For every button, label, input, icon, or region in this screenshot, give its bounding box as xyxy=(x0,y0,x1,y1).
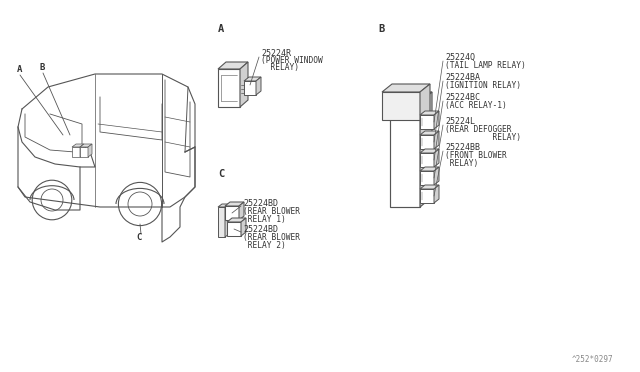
Polygon shape xyxy=(420,111,439,115)
Polygon shape xyxy=(225,206,239,220)
Polygon shape xyxy=(239,202,244,220)
Polygon shape xyxy=(227,222,241,236)
Polygon shape xyxy=(80,147,88,157)
Text: 25224L: 25224L xyxy=(445,117,475,126)
Polygon shape xyxy=(218,69,240,107)
Polygon shape xyxy=(420,153,434,167)
Polygon shape xyxy=(420,167,439,171)
Polygon shape xyxy=(72,144,84,147)
Text: A: A xyxy=(218,24,224,34)
Polygon shape xyxy=(382,92,420,120)
Polygon shape xyxy=(80,144,92,147)
Text: ^252*0297: ^252*0297 xyxy=(572,355,614,364)
Text: 25224BD: 25224BD xyxy=(243,199,278,208)
Polygon shape xyxy=(244,81,256,95)
Polygon shape xyxy=(218,204,229,207)
Polygon shape xyxy=(225,202,244,206)
Text: (REAR BLOWER: (REAR BLOWER xyxy=(243,233,300,242)
Polygon shape xyxy=(434,185,439,203)
Polygon shape xyxy=(390,92,432,102)
Polygon shape xyxy=(434,167,439,185)
Polygon shape xyxy=(420,135,434,149)
Polygon shape xyxy=(420,189,434,203)
Text: (IGNITION RELAY): (IGNITION RELAY) xyxy=(445,81,521,90)
Text: (POWER WINDOW: (POWER WINDOW xyxy=(261,56,323,65)
Polygon shape xyxy=(218,207,225,237)
Polygon shape xyxy=(225,204,229,237)
Polygon shape xyxy=(218,62,248,69)
Polygon shape xyxy=(227,218,246,222)
Polygon shape xyxy=(434,149,439,167)
Text: RELAY): RELAY) xyxy=(445,133,521,142)
Text: B: B xyxy=(378,24,384,34)
Text: (TAIL LAMP RELAY): (TAIL LAMP RELAY) xyxy=(445,61,525,70)
Polygon shape xyxy=(240,62,248,107)
Polygon shape xyxy=(420,149,439,153)
Polygon shape xyxy=(420,131,439,135)
Polygon shape xyxy=(420,84,430,120)
Text: C: C xyxy=(136,233,141,242)
Text: RELAY 2): RELAY 2) xyxy=(243,241,285,250)
Text: 25224BB: 25224BB xyxy=(445,143,480,152)
Polygon shape xyxy=(80,144,84,157)
Text: C: C xyxy=(218,169,224,179)
Text: (REAR BLOWER: (REAR BLOWER xyxy=(243,207,300,216)
Text: RELAY): RELAY) xyxy=(261,63,299,72)
Text: A: A xyxy=(17,65,22,74)
Polygon shape xyxy=(420,171,434,185)
Polygon shape xyxy=(241,218,246,236)
Polygon shape xyxy=(88,144,92,157)
Text: (FRONT BLOWER: (FRONT BLOWER xyxy=(445,151,507,160)
Text: 25224BC: 25224BC xyxy=(445,93,480,102)
Polygon shape xyxy=(72,147,80,157)
Polygon shape xyxy=(382,84,430,92)
Polygon shape xyxy=(390,102,420,207)
Polygon shape xyxy=(434,131,439,149)
Text: RELAY 1): RELAY 1) xyxy=(243,215,285,224)
Text: RELAY): RELAY) xyxy=(445,159,478,168)
Text: 25224BD: 25224BD xyxy=(243,225,278,234)
Polygon shape xyxy=(434,111,439,129)
Text: 25224Q: 25224Q xyxy=(445,53,475,62)
Polygon shape xyxy=(420,92,432,207)
Polygon shape xyxy=(420,185,439,189)
Polygon shape xyxy=(244,77,261,81)
Polygon shape xyxy=(420,115,434,129)
Text: (REAR DEFOGGER: (REAR DEFOGGER xyxy=(445,125,511,134)
Text: 25224BA: 25224BA xyxy=(445,73,480,82)
Text: B: B xyxy=(40,63,45,72)
Text: 25224R: 25224R xyxy=(261,49,291,58)
Polygon shape xyxy=(256,77,261,95)
Text: (ACC RELAY-1): (ACC RELAY-1) xyxy=(445,101,507,110)
